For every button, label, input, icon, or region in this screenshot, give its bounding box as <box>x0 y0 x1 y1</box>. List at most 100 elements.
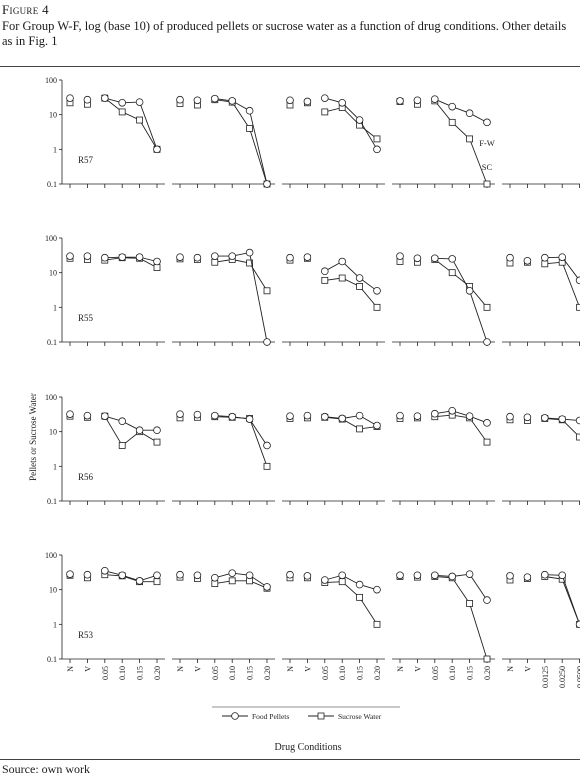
key-label-sc: SC <box>482 162 493 172</box>
x-tick-label: 0.10 <box>448 666 457 680</box>
food-pellets-point <box>540 253 549 262</box>
sucrose-water-line <box>214 99 268 185</box>
food-pellets-point <box>320 412 329 421</box>
y-tick-label: 1 <box>53 462 57 471</box>
sucrose-water-point <box>483 438 491 446</box>
sucrose-water-point <box>541 260 549 268</box>
y-tick-label: 1 <box>53 303 57 312</box>
food-pellets-point <box>211 94 219 103</box>
sucrose-water-line <box>434 576 488 660</box>
food-pellets-point <box>228 97 237 105</box>
legend-sucrose-marker <box>317 712 325 720</box>
food-pellets-point <box>83 252 92 260</box>
x-tick-label: 0.15 <box>246 666 255 680</box>
food-pellets-point <box>465 412 474 420</box>
x-tick-label: 0.10 <box>338 666 347 680</box>
x-tick-label: 0.15 <box>356 666 365 680</box>
sucrose-water-point <box>321 276 329 284</box>
food-pellets-point <box>558 253 566 261</box>
food-pellets-point <box>245 106 254 115</box>
food-pellets-point <box>448 572 457 581</box>
y-tick-label: 10 <box>49 269 57 278</box>
food-pellets-point <box>575 620 580 629</box>
food-pellets-point <box>83 95 92 104</box>
food-pellets-point <box>176 570 184 579</box>
food-pellets-line <box>104 256 158 262</box>
food-pellets-point <box>338 571 347 580</box>
sucrose-water-point <box>448 269 456 277</box>
food-pellets-line <box>214 98 268 185</box>
x-tick-label: 0.0125 <box>541 666 550 688</box>
food-pellets-point <box>483 338 491 346</box>
food-pellets-point <box>286 412 294 420</box>
sucrose-water-line <box>324 581 378 625</box>
food-pellets-point <box>211 411 219 420</box>
food-pellets-point <box>66 252 74 260</box>
x-tick-label: 0.05 <box>431 666 440 680</box>
sucrose-water-point <box>373 620 381 628</box>
food-pellets-point <box>355 274 364 282</box>
y-tick-label: 100 <box>45 551 57 560</box>
source-note: Source: own work <box>2 762 90 776</box>
y-tick-label: 100 <box>45 76 57 85</box>
y-axis-title: Pellets or Sucrose Water <box>28 393 38 481</box>
food-pellets-point <box>506 412 514 421</box>
food-pellets-line <box>104 97 158 150</box>
food-pellets-point <box>135 577 144 585</box>
food-pellets-point <box>193 410 202 419</box>
legend-food-label: Food Pellets <box>252 712 289 721</box>
food-pellets-line <box>324 415 378 426</box>
sucrose-water-point <box>466 600 474 607</box>
food-pellets-point <box>523 413 532 422</box>
sucrose-water-point <box>153 438 161 446</box>
food-pellets-point <box>413 96 422 105</box>
food-pellets-line <box>214 572 268 588</box>
x-tick-label: V <box>193 666 202 672</box>
sucrose-water-point <box>228 577 236 585</box>
sucrose-water-point <box>118 442 126 449</box>
y-tick-label: 10 <box>49 111 57 120</box>
sucrose-water-line <box>104 415 158 447</box>
food-pellets-point <box>118 253 126 261</box>
legend-food-marker <box>231 712 239 720</box>
y-tick-label: 0.1 <box>47 655 57 664</box>
figure-caption: For Group W-F, log (base 10) of produced… <box>2 19 567 48</box>
food-pellets-point <box>320 94 329 102</box>
sucrose-water-point <box>136 116 144 124</box>
food-pellets-point <box>193 253 202 262</box>
food-pellets-line <box>434 573 488 601</box>
sucrose-water-line <box>214 580 268 589</box>
food-pellets-point <box>66 570 74 578</box>
food-pellets-point <box>101 412 109 420</box>
x-tick-label: N <box>176 666 185 672</box>
y-tick-label: 100 <box>45 234 57 243</box>
x-tick-label: 0.20 <box>373 666 382 680</box>
x-tick-label: 0.20 <box>483 666 492 680</box>
food-pellets-point <box>396 571 404 580</box>
food-pellets-point <box>303 253 312 261</box>
sucrose-water-point <box>118 108 126 116</box>
y-tick-label: 0.1 <box>47 497 57 506</box>
food-pellets-point <box>575 276 580 285</box>
food-pellets-point <box>558 571 566 580</box>
sucrose-water-point <box>356 593 364 601</box>
x-tick-label: 0.10 <box>118 666 127 680</box>
sucrose-water-point <box>466 135 474 143</box>
sucrose-water-point <box>153 578 161 586</box>
rat-label: R53 <box>78 630 94 640</box>
food-pellets-point <box>245 415 254 423</box>
rat-label: R56 <box>78 472 94 482</box>
food-pellets-point <box>523 573 532 581</box>
sucrose-water-point <box>373 135 381 143</box>
y-tick-label: 10 <box>49 428 57 437</box>
food-pellets-point <box>286 570 294 579</box>
x-tick-label: 0.20 <box>263 666 272 680</box>
x-tick-label: N <box>506 666 515 672</box>
food-pellets-point <box>101 567 109 575</box>
food-pellets-point <box>176 253 184 261</box>
y-tick-label: 100 <box>45 393 57 402</box>
food-pellets-point <box>153 571 161 580</box>
food-pellets-point <box>465 109 474 118</box>
food-pellets-point <box>373 585 381 594</box>
x-tick-label: 0.10 <box>228 666 237 680</box>
